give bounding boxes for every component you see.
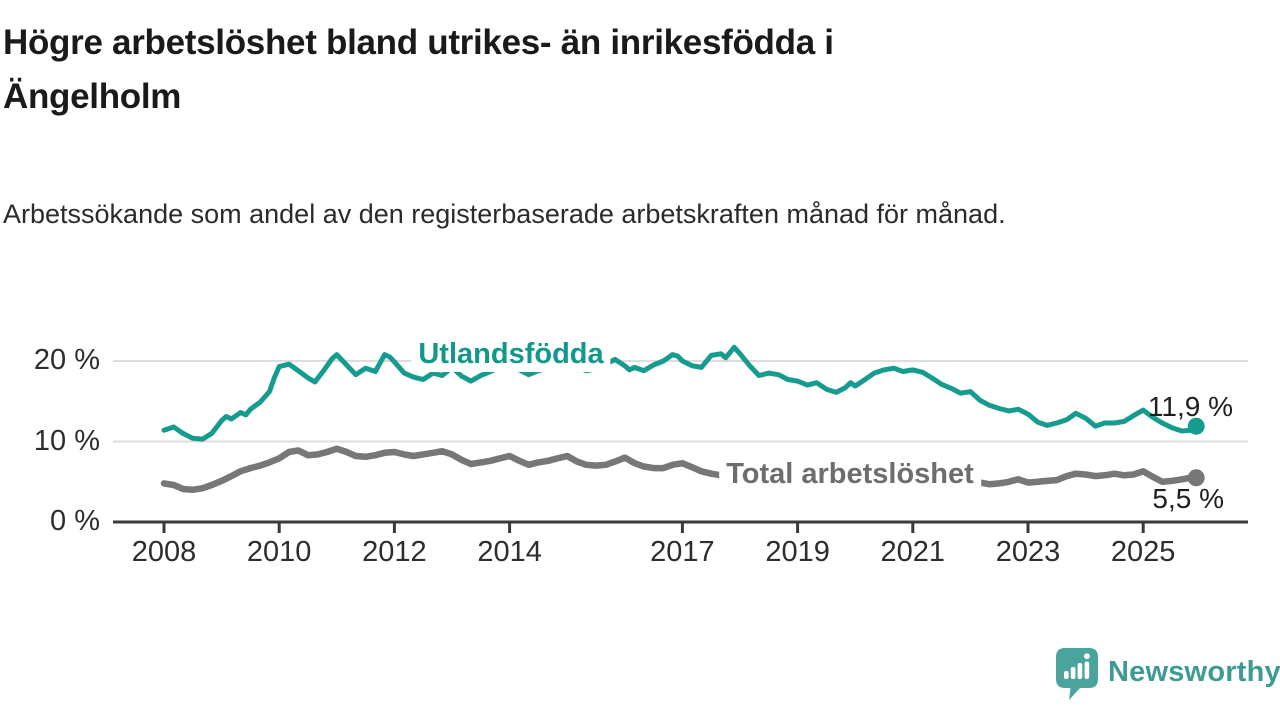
logo-exclamation-bar (1084, 661, 1090, 679)
series-label-utlandsfodda: Utlandsfödda (411, 337, 611, 372)
end-dot-Utlandsfödda (1187, 417, 1205, 435)
chart-subtitle: Arbetssökande som andel av den registerb… (3, 199, 1006, 229)
x-axis-label-2017: 2017 (650, 536, 715, 568)
chart-title: Högre arbetslöshet bland utrikes- än inr… (3, 23, 834, 116)
end-dot-Total arbetslöshet (1187, 469, 1205, 487)
y-axis-label-10: 10 % (33, 424, 100, 457)
x-axis-label-2025: 2025 (1110, 536, 1176, 568)
newsworthy-logo-icon (1056, 648, 1098, 700)
end-value-label-total: 5,5 % (1152, 483, 1224, 514)
y-axis-label-20: 20 % (33, 344, 100, 376)
y-axis-label-0: 0 % (50, 505, 100, 537)
x-axis-label-2023: 2023 (995, 536, 1061, 568)
x-axis-label-2021: 2021 (880, 536, 946, 568)
x-axis-label-2008: 2008 (131, 536, 197, 568)
x-axis-label-2019: 2019 (765, 536, 830, 568)
logo-bar-1 (1064, 671, 1069, 679)
x-axis-label-2012: 2012 (362, 536, 427, 568)
logo-bar-3 (1077, 663, 1083, 679)
x-axis-label-2010: 2010 (246, 536, 312, 568)
line-Total arbetslöshet (160, 445, 1200, 494)
series-label-total-arbetsloshet: Total arbetslöshet (719, 457, 981, 492)
logo-exclamation-dot (1084, 653, 1090, 660)
logo-bar-2 (1070, 667, 1076, 679)
newsworthy-brand-name: Newsworthy (1108, 656, 1280, 688)
newsworthy-logo: Newsworthy (1056, 648, 1280, 700)
line-Utlandsfödda (161, 344, 1199, 442)
x-axis-label-2014: 2014 (477, 536, 542, 568)
end-value-label-utlandsfodda: 11,9 % (1147, 391, 1233, 422)
